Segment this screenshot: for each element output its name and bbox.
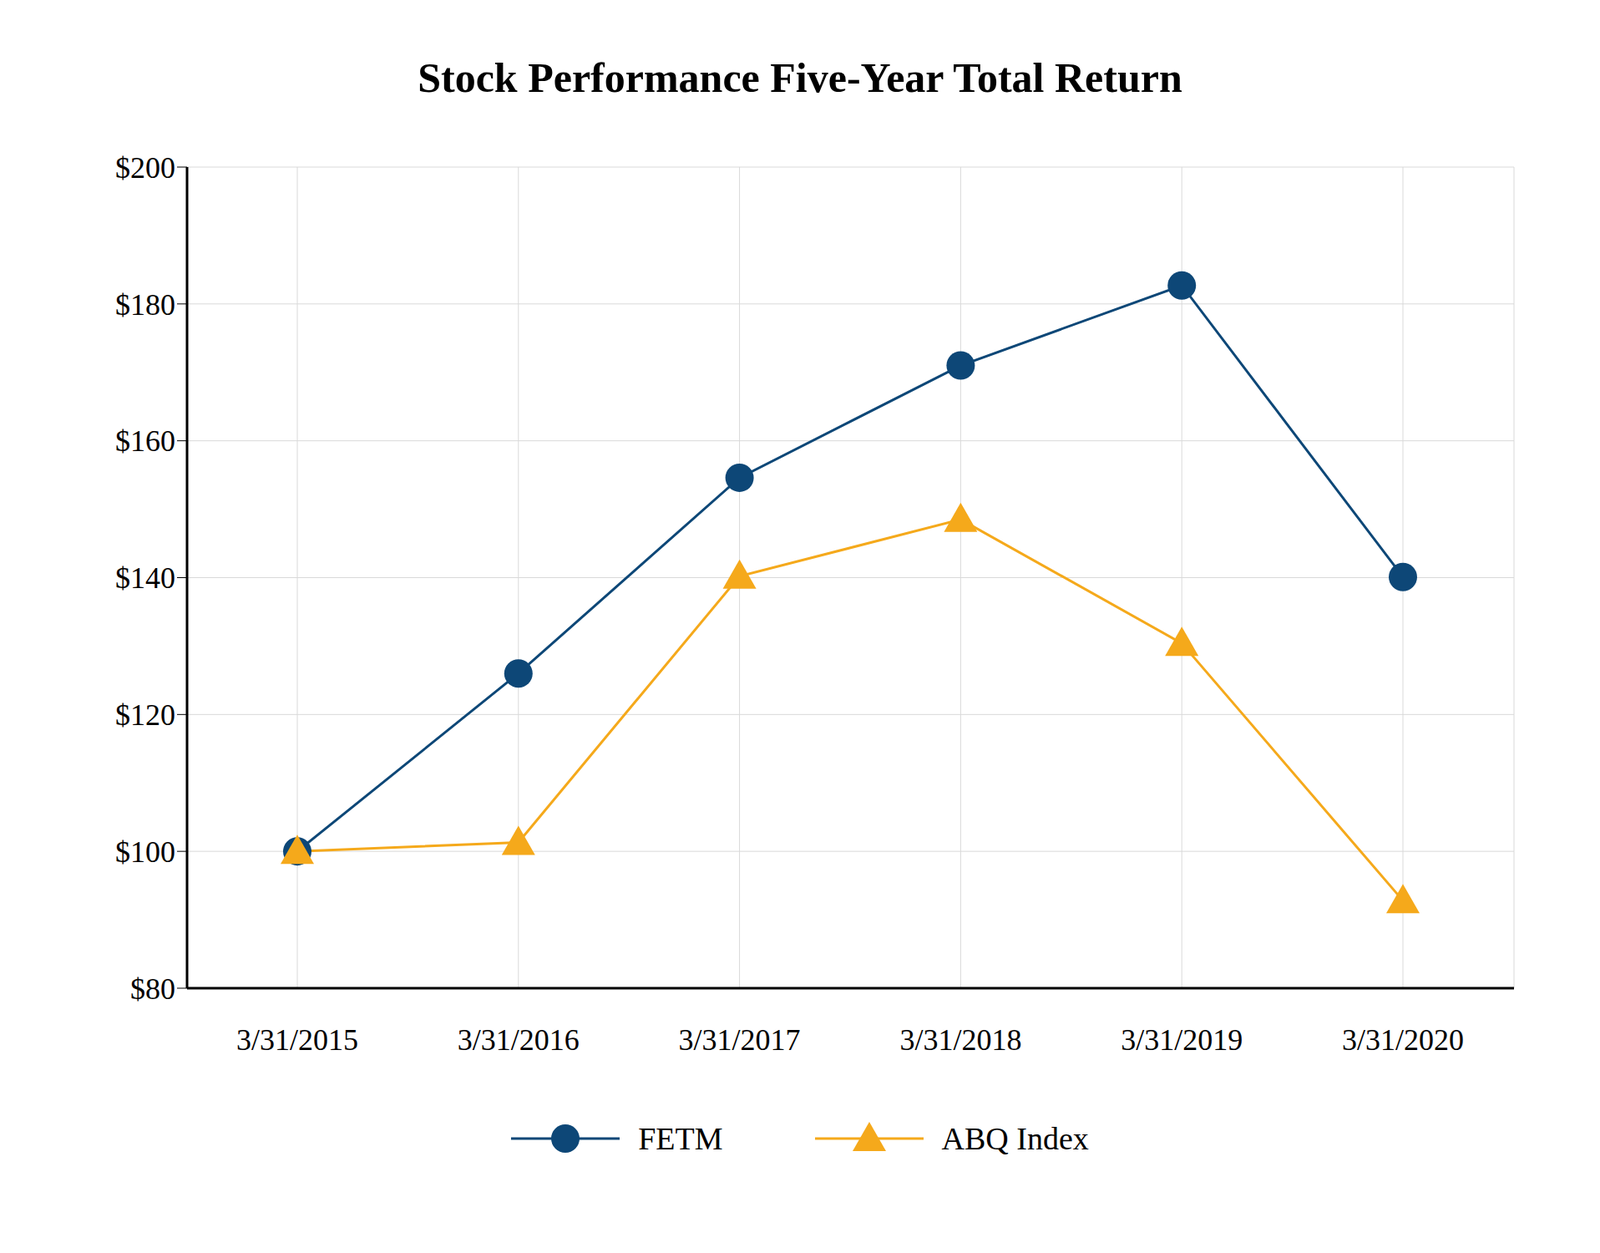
svg-text:3/31/2015: 3/31/2015 — [236, 1022, 359, 1057]
svg-text:3/31/2016: 3/31/2016 — [457, 1022, 580, 1057]
svg-text:3/31/2017: 3/31/2017 — [678, 1022, 801, 1057]
svg-text:$180: $180 — [115, 288, 176, 322]
html-text:ABQ Index: ABQ Index — [941, 1120, 1089, 1156]
svg-text:$100: $100 — [115, 835, 176, 869]
html-text:FETM: FETM — [638, 1120, 723, 1156]
svg-text:$160: $160 — [115, 424, 176, 458]
svg-text:3/31/2020: 3/31/2020 — [1341, 1022, 1464, 1057]
svg-text:$120: $120 — [115, 698, 176, 732]
svg-text:$140: $140 — [115, 561, 176, 595]
html-text:Stock Performance Five-Year To: Stock Performance Five-Year Total Return — [417, 54, 1183, 102]
svg-text:$200: $200 — [115, 151, 176, 185]
svg-text:3/31/2019: 3/31/2019 — [1120, 1022, 1243, 1057]
svg-text:3/31/2018: 3/31/2018 — [899, 1022, 1022, 1057]
svg-text:$80: $80 — [130, 972, 176, 1006]
